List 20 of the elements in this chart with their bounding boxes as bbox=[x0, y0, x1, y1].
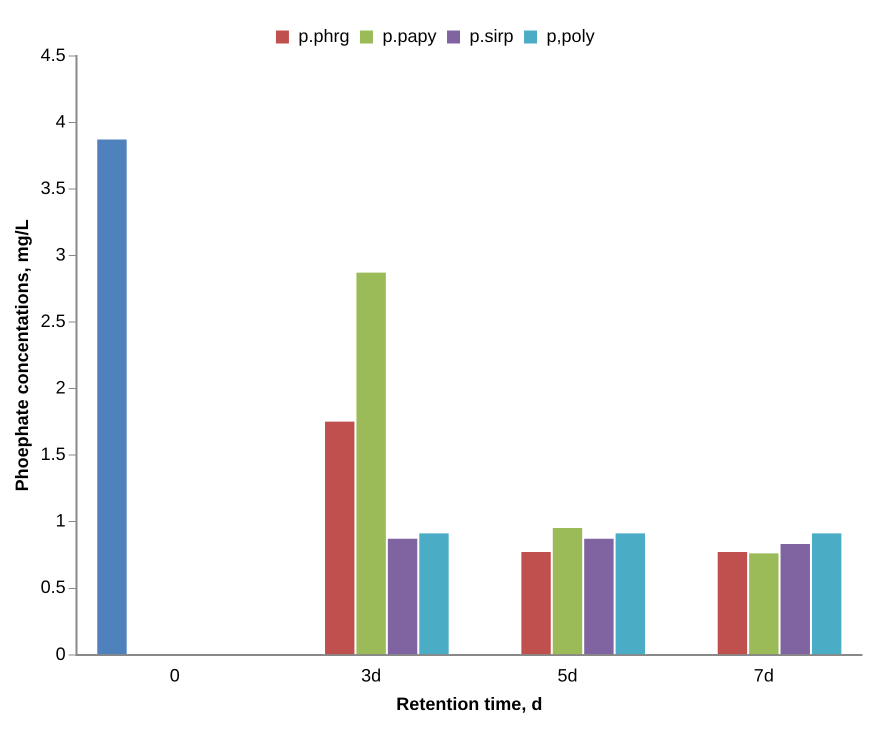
y-tick-label: 3.5 bbox=[40, 178, 66, 198]
legend-label: p,poly bbox=[546, 26, 595, 46]
legend-label: p.phrg bbox=[298, 26, 350, 46]
y-tick-label: 2.5 bbox=[40, 311, 66, 332]
x-tick-label: 0 bbox=[170, 666, 180, 686]
y-tick-label: 0 bbox=[56, 644, 66, 664]
y-tick-label: 2 bbox=[56, 378, 66, 398]
y-tick-label: 0.5 bbox=[40, 577, 66, 598]
y-axis-title: Phoephate concentations, mg/L bbox=[12, 219, 32, 492]
y-tick-label: 4.5 bbox=[40, 44, 66, 65]
x-axis-title: Retention time, d bbox=[396, 694, 542, 714]
x-tick-label: 7d bbox=[754, 666, 774, 686]
y-tick-label: 4 bbox=[56, 112, 66, 132]
y-tick-label: 3 bbox=[56, 244, 66, 265]
legend-label: p.papy bbox=[382, 26, 437, 46]
legend-label: p.sirp bbox=[470, 26, 514, 46]
y-tick-label: 1.5 bbox=[40, 444, 66, 464]
y-tick-label: 1 bbox=[56, 510, 66, 531]
x-tick-label: 5d bbox=[557, 666, 578, 686]
x-tick-label: 3d bbox=[361, 666, 382, 686]
